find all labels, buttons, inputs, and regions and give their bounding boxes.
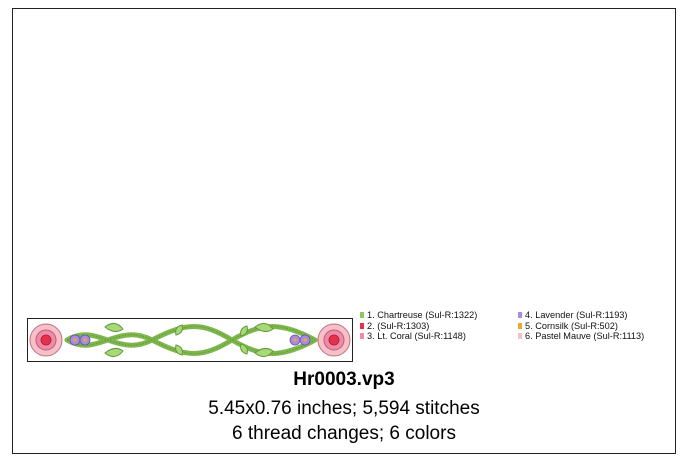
design-thread-summary: 6 thread changes; 6 colors xyxy=(232,423,456,444)
thread-label: 5. Cornsilk (Sul-R:502) xyxy=(525,320,618,331)
thread-color-swatch xyxy=(360,333,364,340)
thread-legend-column: 1. Chartreuse (Sul-R:1322) 2. (Sul-R:130… xyxy=(360,310,477,342)
design-file-name: Hr0003.vp3 xyxy=(293,369,395,390)
thread-legend-item: 4. Lavender (Sul-R:1193) xyxy=(518,310,644,321)
thread-color-swatch xyxy=(518,333,522,340)
thread-label: 4. Lavender (Sul-R:1193) xyxy=(525,310,628,320)
preview-frame xyxy=(12,8,676,454)
thread-legend-column: 4. Lavender (Sul-R:1193) 5. Cornsilk (Su… xyxy=(518,310,644,342)
thread-color-swatch xyxy=(360,312,364,318)
thread-legend-item: 1. Chartreuse (Sul-R:1322) xyxy=(360,310,477,321)
thread-color-swatch xyxy=(518,322,522,329)
thread-legend-item: 5. Cornsilk (Sul-R:502) xyxy=(518,321,644,332)
design-dimensions: 5.45x0.76 inches; 5,594 stitches xyxy=(208,398,480,419)
thread-label: 1. Chartreuse (Sul-R:1322) xyxy=(367,310,478,320)
thread-label: 6. Pastel Mauve (Sul-R:1113) xyxy=(525,331,645,342)
thread-color-swatch xyxy=(518,312,522,318)
thread-legend-item: 3. Lt. Coral (Sul-R:1148) xyxy=(360,331,477,342)
thread-label: 2. (Sul-R:1303) xyxy=(367,320,430,331)
thread-color-swatch xyxy=(360,322,364,329)
thread-legend-item: 2. (Sul-R:1303) xyxy=(360,321,477,332)
thread-legend-item: 6. Pastel Mauve (Sul-R:1113) xyxy=(518,331,644,342)
thread-label: 3. Lt. Coral (Sul-R:1148) xyxy=(367,331,466,342)
embroidery-design-preview xyxy=(27,318,353,362)
